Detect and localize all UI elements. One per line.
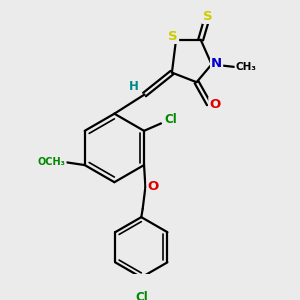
Text: OCH₃: OCH₃ bbox=[38, 157, 66, 167]
Text: CH₃: CH₃ bbox=[236, 62, 256, 72]
Text: Cl: Cl bbox=[164, 113, 177, 126]
Text: O: O bbox=[209, 98, 220, 111]
Text: S: S bbox=[203, 10, 212, 23]
Text: H: H bbox=[129, 80, 139, 93]
Text: O: O bbox=[148, 180, 159, 193]
Text: Cl: Cl bbox=[135, 291, 148, 300]
Text: S: S bbox=[169, 30, 178, 43]
Text: N: N bbox=[211, 56, 222, 70]
